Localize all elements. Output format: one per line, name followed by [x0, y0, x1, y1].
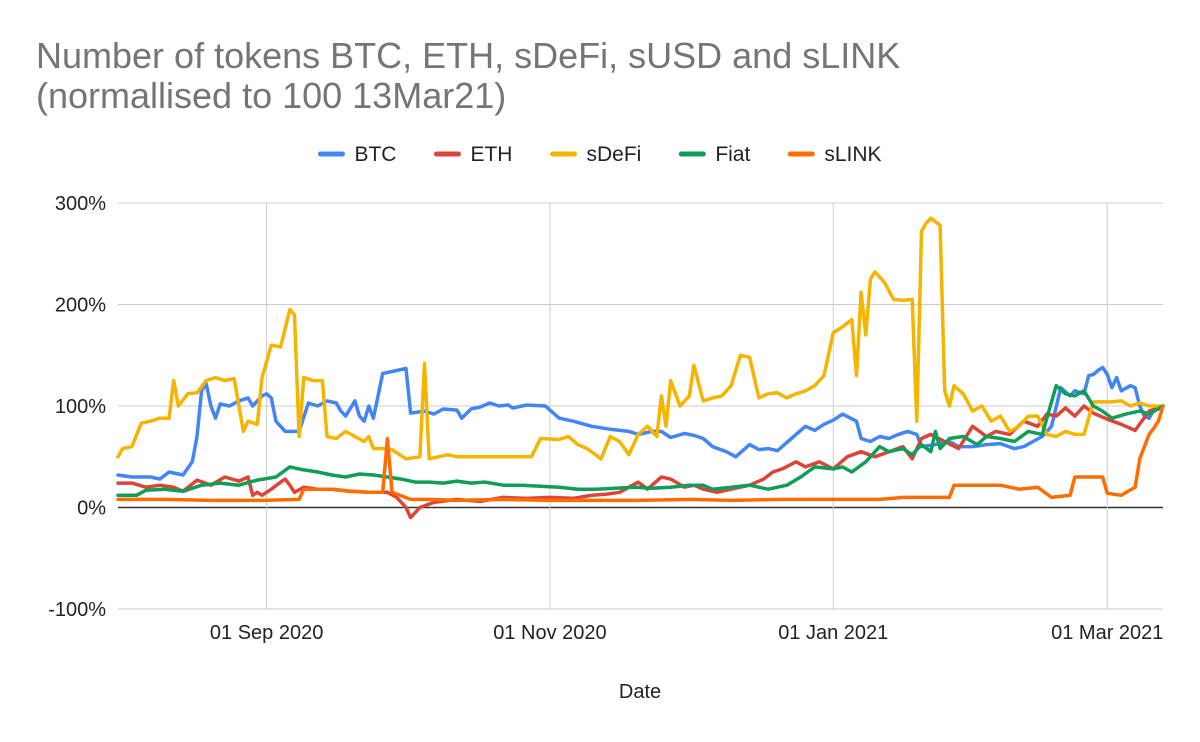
series-line-slink	[116, 404, 1165, 503]
y-axis-ticks: 300% 200% 100% 0% -100%	[48, 193, 106, 621]
x-axis-ticks: 01 Sep 2020 01 Nov 2020 01 Jan 2021 01 Mar …	[210, 622, 1164, 644]
series-line-btc	[116, 365, 1165, 481]
legend-item-sdefi: sDeFi	[549, 143, 641, 166]
legend-item-fiat: Fiat	[678, 143, 750, 166]
plot-area	[116, 216, 1165, 520]
y-tick-label: 300%	[55, 193, 106, 215]
x-tick-label: 01 Mar 2021	[1051, 622, 1163, 644]
legend-item-eth: ETH	[433, 143, 512, 166]
y-tick-label: 100%	[55, 396, 106, 418]
series-line-fiat	[116, 383, 1165, 498]
x-tick-label: 01 Jan 2021	[778, 622, 888, 644]
x-tick-label: 01 Sep 2020	[210, 622, 323, 644]
chart-title-line-1: Number of tokens BTC, ETH, sDeFi, sUSD a…	[36, 35, 900, 76]
y-tick-label: -100%	[48, 599, 106, 621]
legend-label: sLINK	[824, 143, 881, 166]
x-tick-label: 01 Nov 2020	[493, 622, 606, 644]
legend-label: BTC	[354, 143, 396, 166]
legend: BTC ETH sDeFi Fiat sLINK	[317, 143, 882, 166]
legend-label: ETH	[470, 143, 512, 166]
y-tick-label: 200%	[55, 295, 106, 317]
chart-title-line-2: (normallised to 100 13Mar21)	[36, 75, 506, 116]
legend-item-slink: sLINK	[787, 143, 882, 166]
chart-title: Number of tokens BTC, ETH, sDeFi, sUSD a…	[36, 35, 900, 116]
legend-label: sDeFi	[586, 143, 641, 166]
y-tick-label: 0%	[77, 498, 106, 520]
x-axis-title: Date	[619, 681, 661, 703]
series-line-eth	[116, 404, 1165, 520]
series-line-sdefi	[116, 216, 1165, 461]
legend-item-btc: BTC	[317, 143, 396, 166]
gridlines	[118, 202, 1163, 610]
legend-label: Fiat	[715, 143, 750, 166]
